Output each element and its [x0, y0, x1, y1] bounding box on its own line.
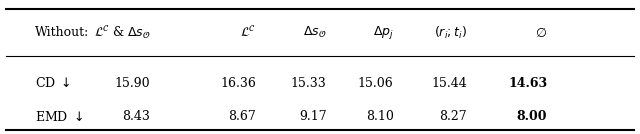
Text: 8.10: 8.10: [365, 110, 394, 123]
Text: $\Delta s_\mathcal{O}$: $\Delta s_\mathcal{O}$: [303, 25, 326, 40]
Text: $(r_i;t_i)$: $(r_i;t_i)$: [435, 25, 467, 41]
Text: $\varnothing$: $\varnothing$: [535, 26, 547, 40]
Text: EMD $\downarrow$: EMD $\downarrow$: [35, 110, 83, 124]
Text: 9.17: 9.17: [299, 110, 326, 123]
Text: 16.36: 16.36: [220, 77, 256, 90]
Text: $\mathcal{L}^\mathcal{C}$: $\mathcal{L}^\mathcal{C}$: [240, 25, 256, 40]
Text: 15.06: 15.06: [358, 77, 394, 90]
Text: Without:: Without:: [35, 26, 90, 39]
Text: 8.27: 8.27: [440, 110, 467, 123]
Text: 8.67: 8.67: [228, 110, 256, 123]
Text: 15.90: 15.90: [115, 77, 150, 90]
Text: 14.63: 14.63: [508, 77, 547, 90]
Text: 8.00: 8.00: [516, 110, 547, 123]
Text: $\mathcal{L}^\mathcal{C}$ & $\Delta s_\mathcal{O}$: $\mathcal{L}^\mathcal{C}$ & $\Delta s_\m…: [94, 24, 150, 42]
Text: CD $\downarrow$: CD $\downarrow$: [35, 76, 71, 90]
Text: $\Delta p_j$: $\Delta p_j$: [372, 24, 394, 41]
Text: 8.43: 8.43: [122, 110, 150, 123]
Text: 15.33: 15.33: [291, 77, 326, 90]
Text: 15.44: 15.44: [431, 77, 467, 90]
